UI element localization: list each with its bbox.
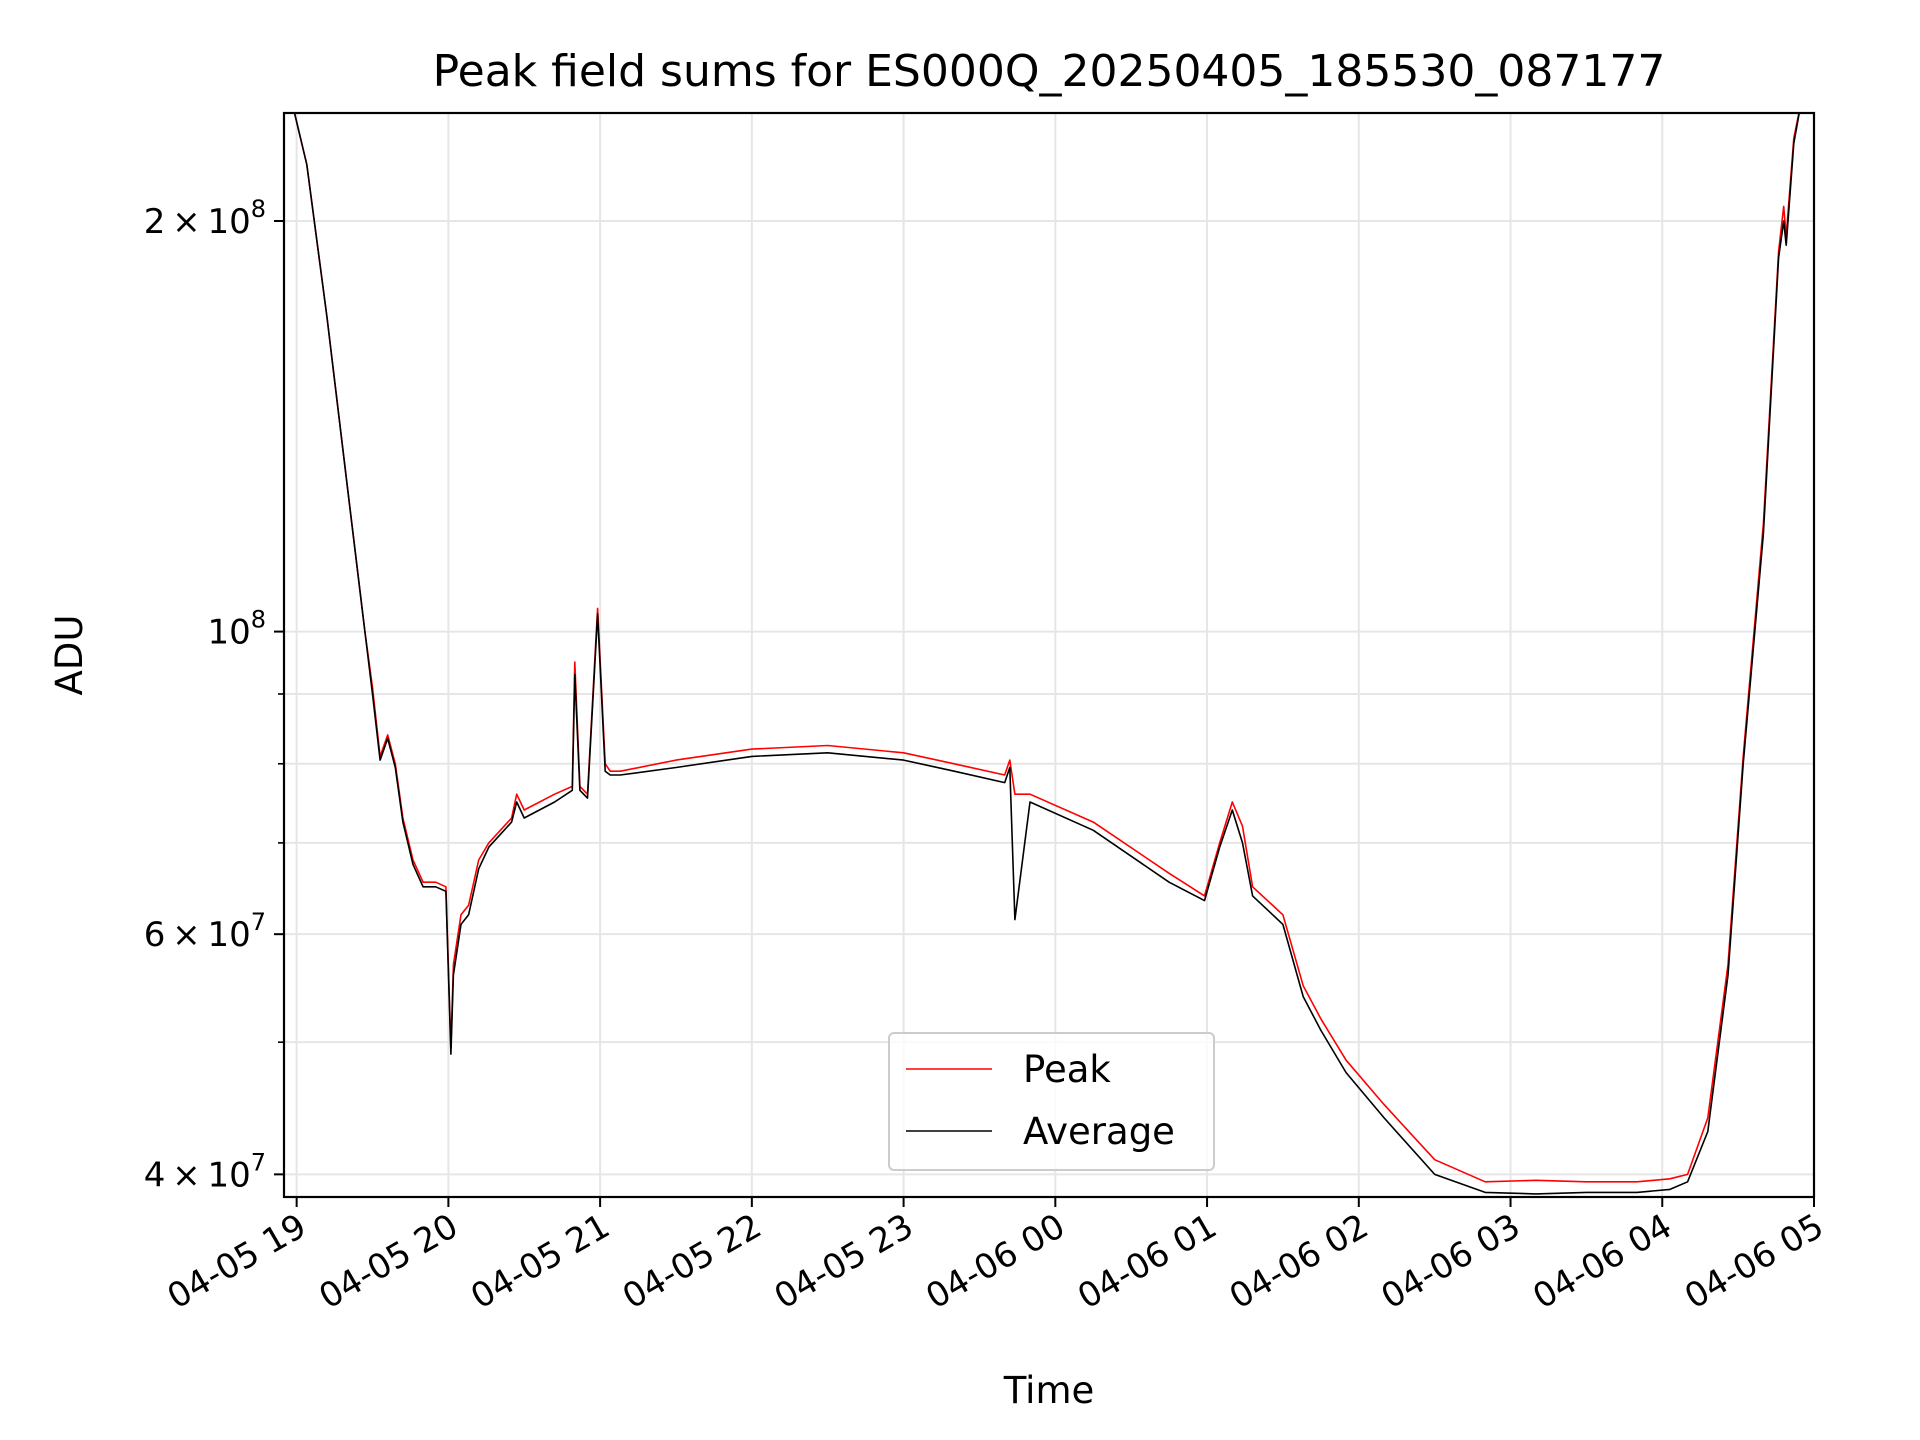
- legend: Peak Average: [888, 1032, 1215, 1171]
- x-axis-title: Time: [1003, 1369, 1095, 1412]
- plot-frame: [282, 111, 1816, 1199]
- y-axis-title: ADU: [48, 615, 91, 696]
- y-axis: 4 × 107 6 × 107 108 2 × 108: [144, 195, 284, 1195]
- y-tick-label: 108: [207, 606, 266, 653]
- legend-label-peak: Peak: [1023, 1048, 1111, 1091]
- legend-box: [888, 1032, 1215, 1171]
- y-tick-label: 6 × 107: [144, 908, 266, 955]
- series-line-average: [293, 113, 1801, 1195]
- series-layer: [293, 113, 1801, 1195]
- legend-label-average: Average: [1023, 1110, 1175, 1153]
- y-tick-label: 4 × 107: [144, 1148, 266, 1195]
- series-line-peak: [293, 113, 1800, 1183]
- chart-title: Peak field sums for ES000Q_20250405_1855…: [433, 46, 1666, 97]
- y-tick-label: 2 × 108: [144, 195, 266, 242]
